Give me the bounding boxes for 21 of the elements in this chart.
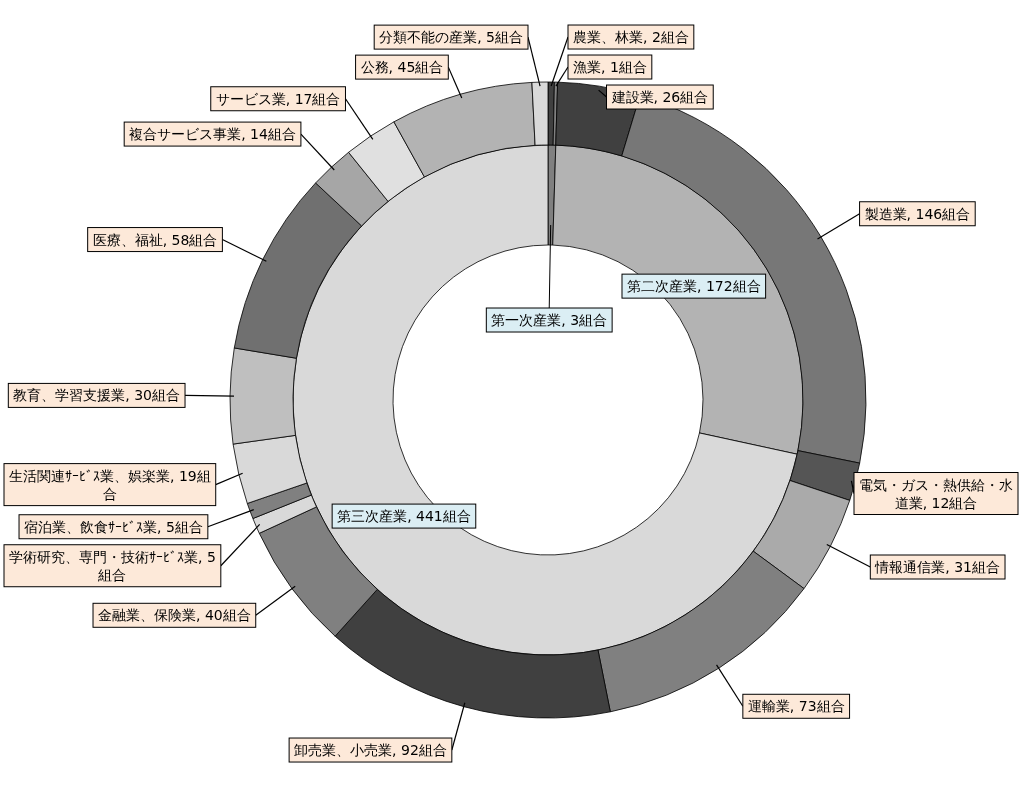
slice-label: 生活関連ｻｰﾋﾞｽ業、娯楽業, 19組合	[9, 467, 211, 502]
slice-label: 公務, 45組合	[360, 59, 444, 76]
slice-label: 製造業, 146組合	[864, 205, 971, 222]
slice-label: 教育、学習支援業, 30組合	[13, 387, 181, 404]
slice-label: 卸売業、小売業, 92組合	[294, 742, 447, 759]
slice-label: 第一次産業, 3組合	[491, 312, 608, 329]
slice-label: 漁業, 1組合	[573, 59, 647, 76]
slice-label: 第三次産業, 441組合	[337, 508, 471, 525]
slice-label: 複合サービス事業, 14組合	[129, 126, 296, 143]
slice-label: 分類不能の産業, 5組合	[379, 29, 523, 46]
slice-label: 金融業、保険業, 40組合	[98, 607, 251, 624]
slice-label: 運輸業, 73組合	[747, 698, 845, 715]
slice-label: 宿泊業、飲食ｻｰﾋﾞｽ業, 5組合	[24, 518, 203, 535]
slice-label: 建設業, 26組合	[610, 89, 709, 106]
slice-label: 医療、福祉, 58組合	[92, 231, 218, 248]
slice-label: 第二次産業, 172組合	[627, 278, 761, 295]
slice-label: 学術研究、専門・技術ｻｰﾋﾞｽ業, 5組合	[9, 548, 216, 583]
slice-label: 農業、林業, 2組合	[573, 29, 689, 46]
slice-label: 電気・ガス・熱供給・水道業, 12組合	[859, 476, 1013, 511]
slice-label: サービス業, 17組合	[215, 90, 341, 107]
slice-label: 情報通信業, 31組合	[874, 559, 1001, 575]
